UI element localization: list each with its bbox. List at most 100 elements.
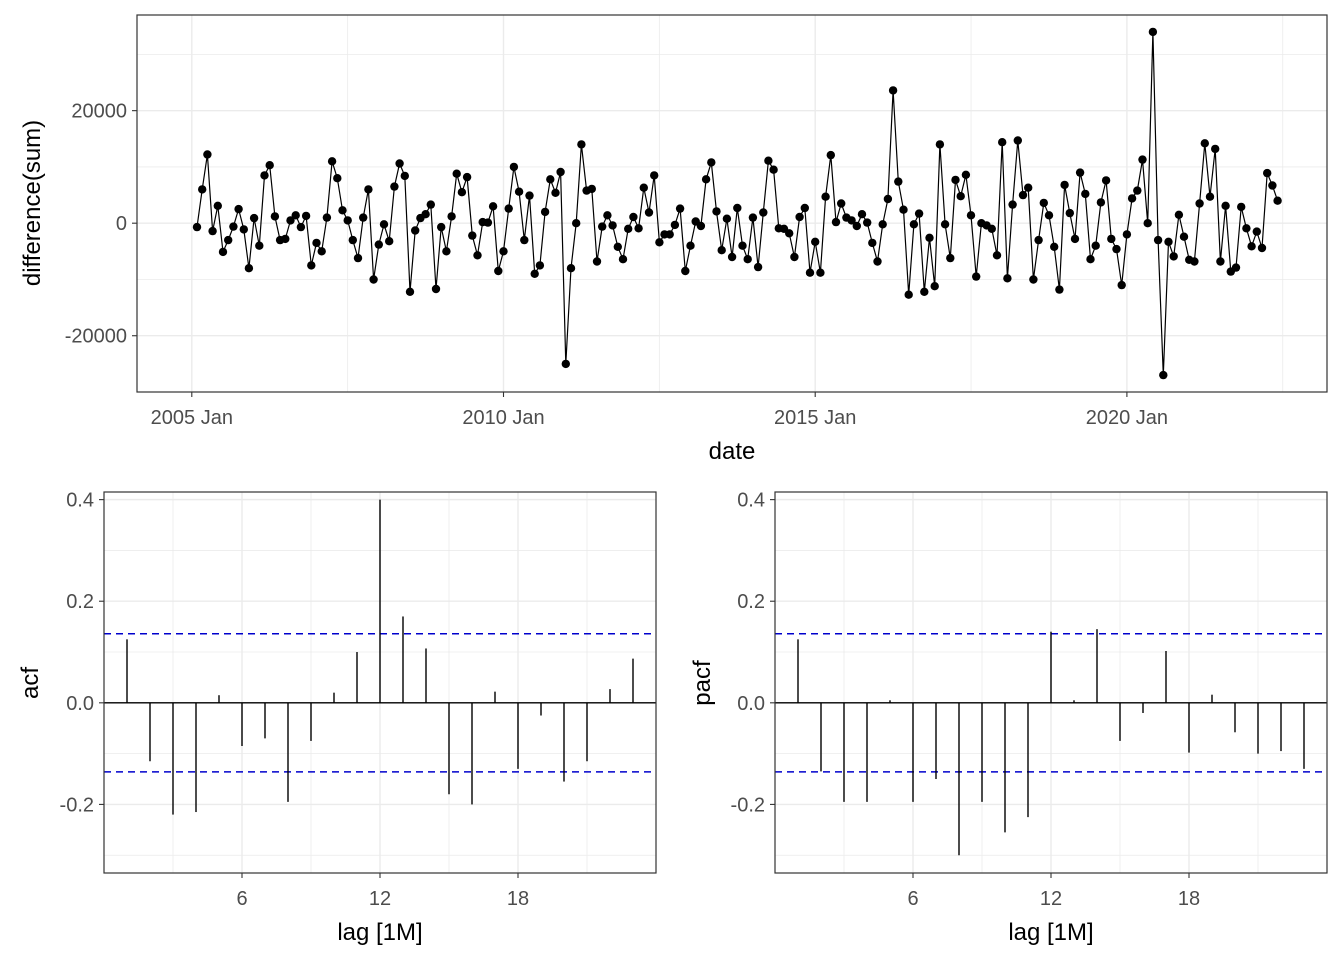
timeseries-point [681,266,690,276]
timeseries-point [198,185,207,194]
timeseries-point [1247,242,1256,251]
timeseries-point [556,167,565,177]
timeseries-point [811,237,820,246]
timeseries-point [998,138,1007,147]
timeseries-point [686,241,695,250]
timeseries-point [431,284,441,294]
timeseries-point [1050,242,1059,251]
timeseries-point [327,157,337,166]
timeseries-x-tick-label: 2020 Jan [1086,407,1168,429]
timeseries-point [639,183,648,192]
timeseries-point [1070,234,1080,244]
timeseries-point [572,219,581,228]
timeseries-point [670,220,680,230]
acf-y-tick-label: 0.0 [66,693,94,715]
timeseries-y-tick-label: 20000 [71,101,127,123]
timeseries-point [390,182,399,191]
timeseries-point [696,221,706,231]
timeseries-point [618,255,628,264]
timeseries-point [359,213,368,222]
timeseries-point [894,177,903,186]
timeseries-point [722,214,732,223]
timeseries-y-tick-label: 0 [116,213,127,235]
timeseries-point [712,207,721,216]
timeseries-point [629,212,638,222]
timeseries-point [587,184,596,194]
timeseries-point [1205,192,1215,201]
timeseries-point [385,237,394,246]
timeseries-point [1039,198,1049,208]
timeseries-point [1221,201,1230,210]
timeseries-point [800,203,809,213]
pacf-y-tick-label: 0.4 [737,490,765,512]
timeseries-point [348,235,357,245]
timeseries-point [1174,210,1184,219]
timeseries-point [1107,234,1116,244]
timeseries-point [1101,176,1111,185]
timeseries-point [1164,237,1173,246]
timeseries-point [374,240,383,249]
timeseries-point [260,171,269,180]
timeseries-point [561,359,570,369]
timeseries-point [1237,202,1246,212]
timeseries-point [1044,211,1054,220]
acf-y-ticks: -0.2 0.0 0.2 0.4 [60,490,104,816]
timeseries-x-tick-label: 2005 Jan [151,407,233,429]
timeseries-point [790,252,799,262]
acf-y-tick-label: -0.2 [60,794,94,816]
timeseries-point [338,206,347,215]
timeseries-point [1081,189,1090,199]
timeseries-point [312,238,321,248]
timeseries-point [883,194,893,204]
timeseries-point [1023,183,1033,192]
timeseries-line [196,31,1279,376]
acf-x-ticks: 6 12 18 [236,873,529,910]
timeseries-point [1075,168,1085,177]
timeseries-point [520,235,529,245]
timeseries-point [301,211,311,221]
acf-x-axis-title: lag [1M] [337,919,422,946]
timeseries-point [956,192,965,201]
timeseries-point [234,204,243,214]
timeseries-point [546,175,555,184]
timeseries-point [831,217,841,227]
timeseries-point [1231,263,1241,272]
timeseries-point [333,174,342,183]
timeseries-point [966,211,976,220]
timeseries-point [270,212,280,221]
pacf-y-axis-title: pacf [689,660,716,706]
timeseries-point [1127,194,1137,203]
timeseries-point [1153,235,1163,245]
timeseries-point [229,222,238,231]
timeseries-point [769,165,778,174]
timeseries-point [499,247,508,256]
timeseries-point [1138,155,1147,164]
timeseries-point [624,224,633,233]
timeseries-point [613,242,622,251]
timeseries-point [935,140,945,149]
timeseries-y-axis-title: difference(sum) [19,120,46,286]
acf-y-tick-label: 0.2 [66,591,94,613]
timeseries-point [1216,257,1225,266]
timeseries-point [592,257,602,266]
timeseries-point [1268,181,1277,190]
timeseries-point [405,287,415,296]
timeseries-point [920,287,929,296]
timeseries-point [514,187,524,196]
timeseries-x-tick-label: 2015 Jan [774,407,856,429]
timeseries-point [598,222,607,231]
timeseries-point [733,203,742,213]
timeseries-point [535,261,545,270]
timeseries-point [785,229,794,238]
timeseries-point [1018,190,1028,200]
acf-x-tick-label: 12 [369,888,391,910]
timeseries-point [863,218,872,227]
timeseries-point [717,246,726,255]
acf-marks [104,499,656,815]
timeseries-point [577,140,586,149]
timeseries-point [1013,136,1022,145]
timeseries-point [1257,243,1267,253]
timeseries-point [322,213,332,222]
timeseries-point [961,170,971,179]
timeseries-point [764,156,773,165]
